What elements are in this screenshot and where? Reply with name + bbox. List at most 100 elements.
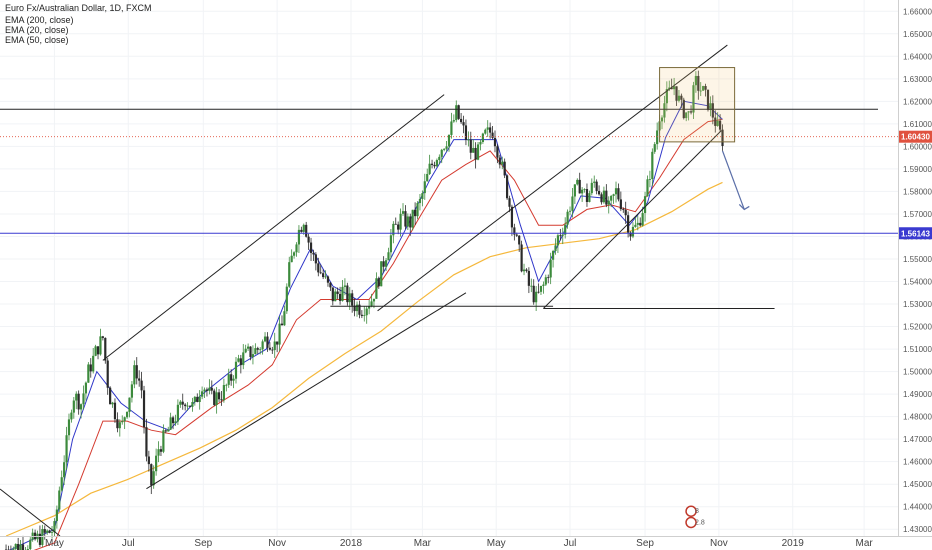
candle-body[interactable] xyxy=(677,95,681,101)
candle-body[interactable] xyxy=(537,291,540,293)
candle-body[interactable] xyxy=(155,455,158,472)
candle-body[interactable] xyxy=(305,224,308,237)
candle-body[interactable] xyxy=(181,401,184,405)
candle-body[interactable] xyxy=(692,85,695,113)
candle-body[interactable] xyxy=(82,393,85,405)
candle-body[interactable] xyxy=(651,151,654,180)
candle-body[interactable] xyxy=(653,144,656,152)
candle-body[interactable] xyxy=(704,86,707,90)
candle-body[interactable] xyxy=(106,360,109,388)
candle-body[interactable] xyxy=(629,232,632,237)
candle-body[interactable] xyxy=(164,430,167,432)
candle-body[interactable] xyxy=(566,211,569,225)
candle-body[interactable] xyxy=(21,544,25,550)
candle-body[interactable] xyxy=(503,161,506,176)
candle-body[interactable] xyxy=(145,427,148,457)
candle-body[interactable] xyxy=(530,285,533,287)
drawing-objects[interactable]: 82.8 xyxy=(0,44,898,537)
candle-body[interactable] xyxy=(113,402,117,420)
candle-body[interactable] xyxy=(292,252,296,256)
candle-body[interactable] xyxy=(440,149,443,157)
candle-body[interactable] xyxy=(65,435,68,463)
candle-body[interactable] xyxy=(116,419,119,429)
candle-body[interactable] xyxy=(493,137,497,147)
candle-body[interactable] xyxy=(67,419,71,436)
candle-body[interactable] xyxy=(38,533,42,545)
indicator-ema-200[interactable]: EMA (200, close) xyxy=(5,15,74,25)
candle-body[interactable] xyxy=(220,399,223,401)
candle-body[interactable] xyxy=(109,387,112,405)
consolidation-box[interactable] xyxy=(659,67,736,143)
candle-body[interactable] xyxy=(588,193,591,202)
candle-body[interactable] xyxy=(377,278,380,287)
candle-body[interactable] xyxy=(501,161,504,165)
candle-body[interactable] xyxy=(60,477,63,491)
candle-body[interactable] xyxy=(193,396,196,402)
candle-body[interactable] xyxy=(510,206,514,228)
candle-body[interactable] xyxy=(607,200,610,205)
candle-body[interactable] xyxy=(147,456,150,465)
candle-body[interactable] xyxy=(597,190,601,195)
candle-body[interactable] xyxy=(242,352,245,366)
candle-body[interactable] xyxy=(469,139,472,153)
candle-body[interactable] xyxy=(576,179,579,185)
candle-body[interactable] xyxy=(254,348,257,355)
candle-body[interactable] xyxy=(486,127,489,130)
candle-body[interactable] xyxy=(271,349,274,351)
candle-body[interactable] xyxy=(656,130,659,145)
candle-body[interactable] xyxy=(169,417,172,430)
candle-body[interactable] xyxy=(496,146,499,158)
candle-body[interactable] xyxy=(551,251,555,260)
candle-body[interactable] xyxy=(702,86,705,91)
candle-body[interactable] xyxy=(418,199,422,204)
candle-body[interactable] xyxy=(46,530,49,533)
candle-body[interactable] xyxy=(387,252,390,261)
candle-body[interactable] xyxy=(673,86,676,90)
candle-body[interactable] xyxy=(450,121,453,135)
candle-body[interactable] xyxy=(355,304,359,312)
candle-body[interactable] xyxy=(535,291,538,303)
candle-body[interactable] xyxy=(295,244,298,253)
candle-body[interactable] xyxy=(322,273,325,278)
candle-body[interactable] xyxy=(75,393,78,401)
candle-body[interactable] xyxy=(140,380,143,391)
candle-body[interactable] xyxy=(670,87,673,90)
candle-body[interactable] xyxy=(542,284,545,286)
channel-2-upper-trendline[interactable] xyxy=(377,44,728,312)
candle-body[interactable] xyxy=(133,365,136,385)
candle-body[interactable] xyxy=(201,391,204,397)
candle-body[interactable] xyxy=(162,430,165,452)
candle-body[interactable] xyxy=(406,216,409,227)
candle-body[interactable] xyxy=(564,224,567,235)
candle-body[interactable] xyxy=(96,346,100,355)
candle-body[interactable] xyxy=(326,276,330,283)
candle-body[interactable] xyxy=(602,190,606,203)
candle-body[interactable] xyxy=(309,242,313,253)
candle-body[interactable] xyxy=(614,188,618,195)
candle-body[interactable] xyxy=(605,190,608,205)
candle-body[interactable] xyxy=(43,529,46,533)
support-price-label[interactable]: 1.56143 xyxy=(901,229,930,238)
candles[interactable] xyxy=(4,70,724,550)
candle-body[interactable] xyxy=(685,112,688,119)
candle-body[interactable] xyxy=(372,298,376,302)
candle-body[interactable] xyxy=(239,358,242,366)
candle-body[interactable] xyxy=(416,203,419,217)
candle-body[interactable] xyxy=(556,235,560,246)
candle-body[interactable] xyxy=(515,234,518,236)
candle-body[interactable] xyxy=(58,490,61,510)
channel-1-lower-trendline[interactable] xyxy=(146,292,467,490)
candle-body[interactable] xyxy=(324,276,327,278)
candle-body[interactable] xyxy=(549,259,552,278)
candle-body[interactable] xyxy=(718,120,722,130)
candle-body[interactable] xyxy=(343,285,347,287)
candle-body[interactable] xyxy=(714,117,717,126)
candle-body[interactable] xyxy=(428,163,431,174)
candle-body[interactable] xyxy=(297,229,301,245)
candle-body[interactable] xyxy=(278,323,281,345)
candle-body[interactable] xyxy=(539,285,543,292)
candle-body[interactable] xyxy=(631,226,635,237)
candle-body[interactable] xyxy=(583,189,586,190)
candle-body[interactable] xyxy=(266,336,269,348)
